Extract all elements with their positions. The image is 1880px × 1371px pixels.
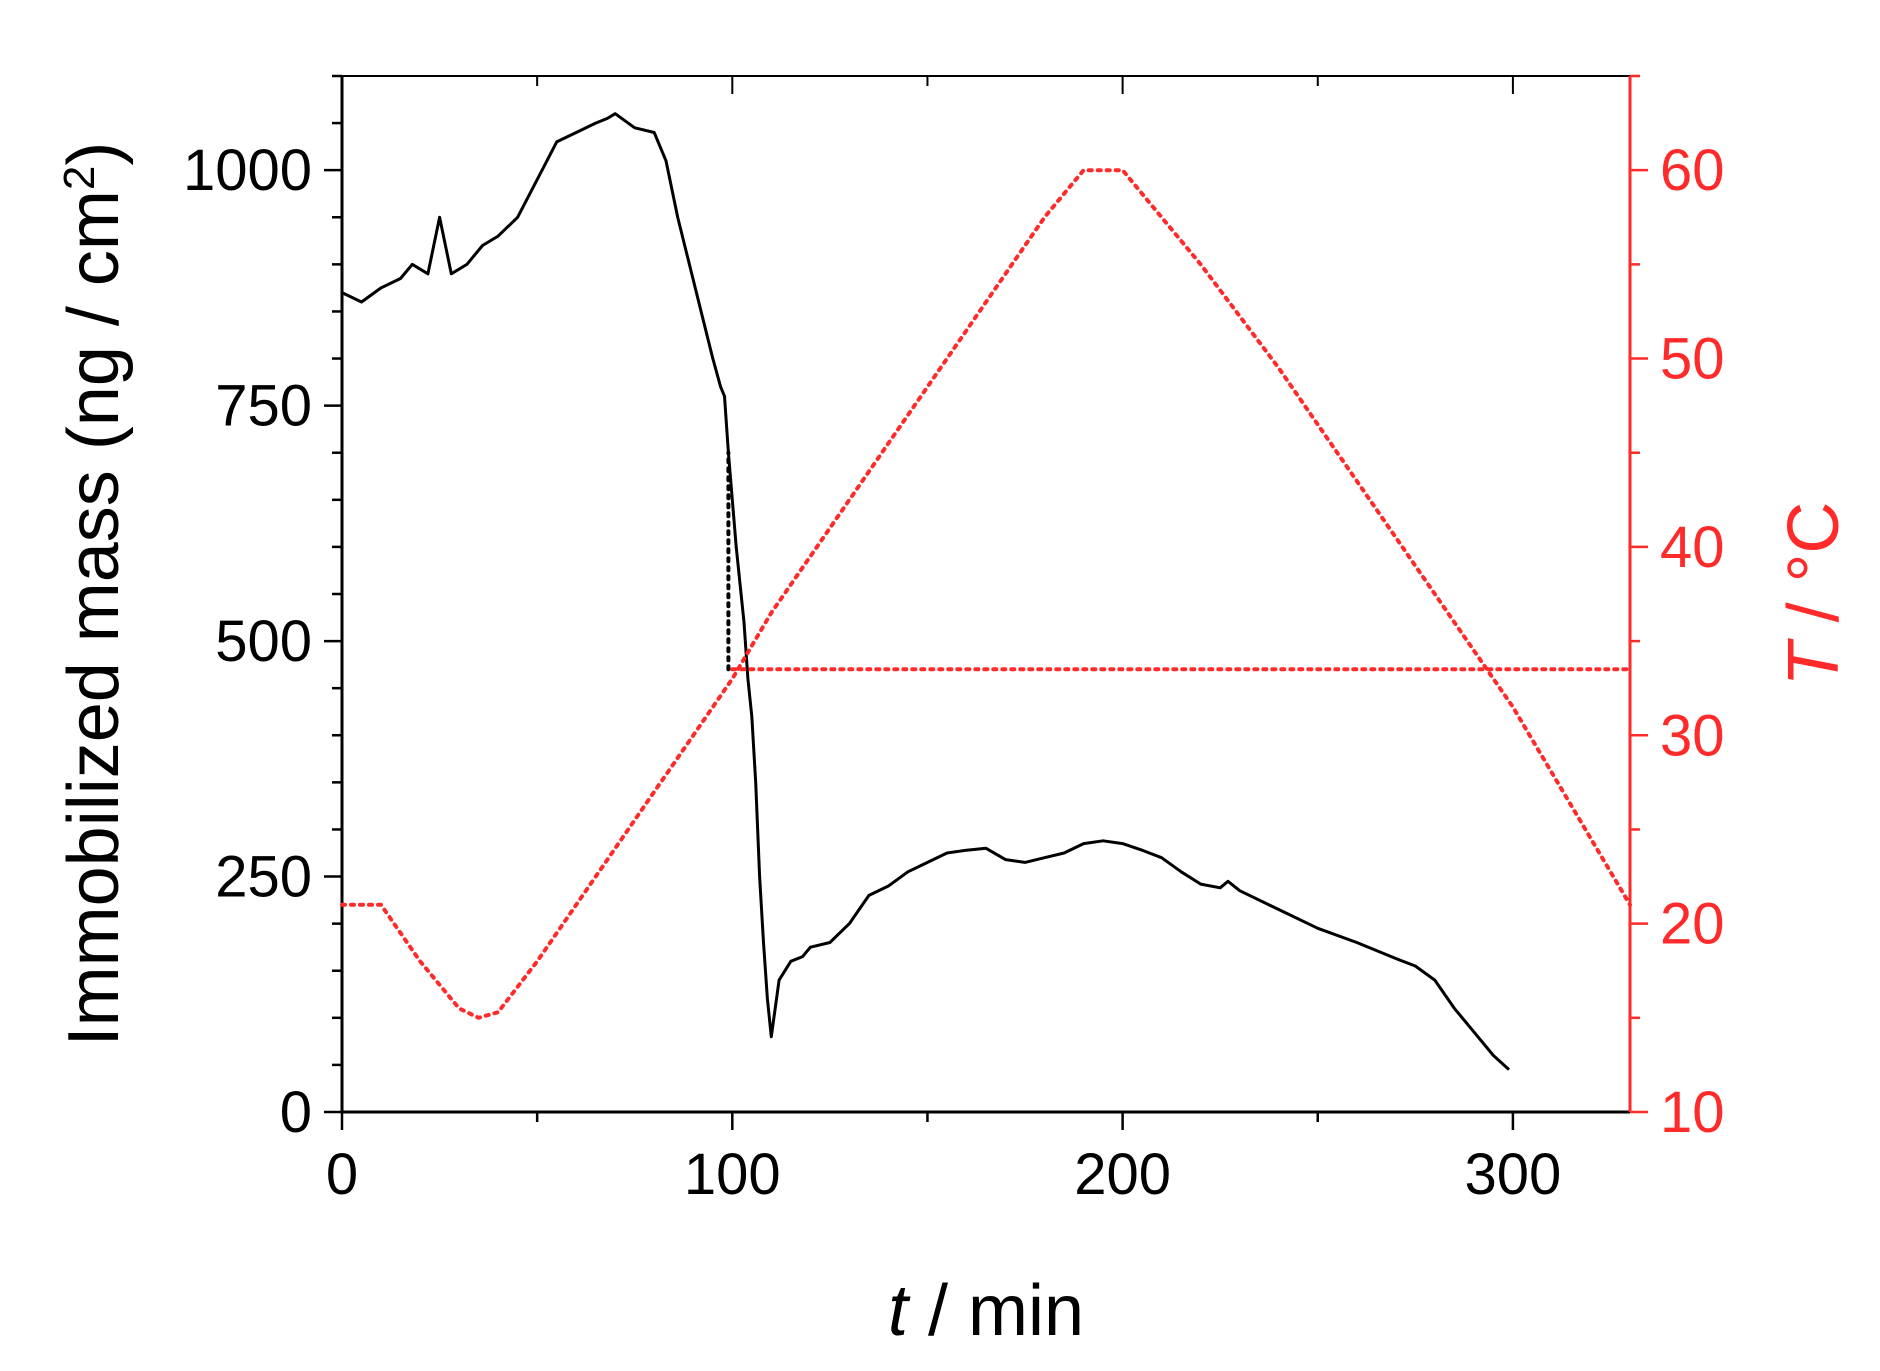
y-right-tick-label: 60 [1660, 138, 1725, 203]
x-tick-label: 300 [1465, 1142, 1562, 1207]
x-axis-title-rest: / min [908, 1271, 1084, 1351]
mass-series-line [341, 112, 1511, 1071]
y-left-tick-label: 0 [280, 1080, 312, 1145]
x-tick-label: 200 [1074, 1142, 1171, 1207]
y-right-tick-label: 50 [1660, 327, 1725, 392]
y-right-tick-label: 30 [1660, 703, 1725, 768]
y-right-title-italic: T [1774, 637, 1854, 686]
y-left-tick-label: 500 [215, 609, 312, 674]
series-layer [340, 112, 1632, 1071]
y-left-tick-label: 750 [215, 374, 312, 439]
y-right-axis-title: T / °C [1774, 502, 1854, 687]
x-tick-label: 100 [684, 1142, 781, 1207]
temperature-series-line [340, 168, 1632, 1020]
tick-layer: 0 100 200 300 0 250 500 750 1000 10 20 30 40 50 60 [183, 74, 1725, 1207]
y-right-tick-label: 40 [1660, 515, 1725, 580]
y-right-tick-label: 20 [1660, 892, 1725, 957]
y-right-tick-label: 10 [1660, 1080, 1725, 1145]
x-tick-label: 0 [326, 1142, 358, 1207]
y-right-title-rest: / °C [1774, 502, 1854, 643]
y-left-title-sup: 2 [55, 166, 104, 190]
y-left-tick-label: 1000 [183, 138, 312, 203]
x-axis-title-italic: t [888, 1271, 911, 1351]
x-axis-title: t / min [888, 1271, 1084, 1351]
y-left-tick-label: 250 [215, 845, 312, 910]
y-left-axis-title: Immobilized mass (ng / cm2) [54, 142, 134, 1047]
y-left-title-text: Immobilized mass (ng / cm [54, 190, 134, 1046]
y-left-title-close: ) [54, 142, 134, 166]
